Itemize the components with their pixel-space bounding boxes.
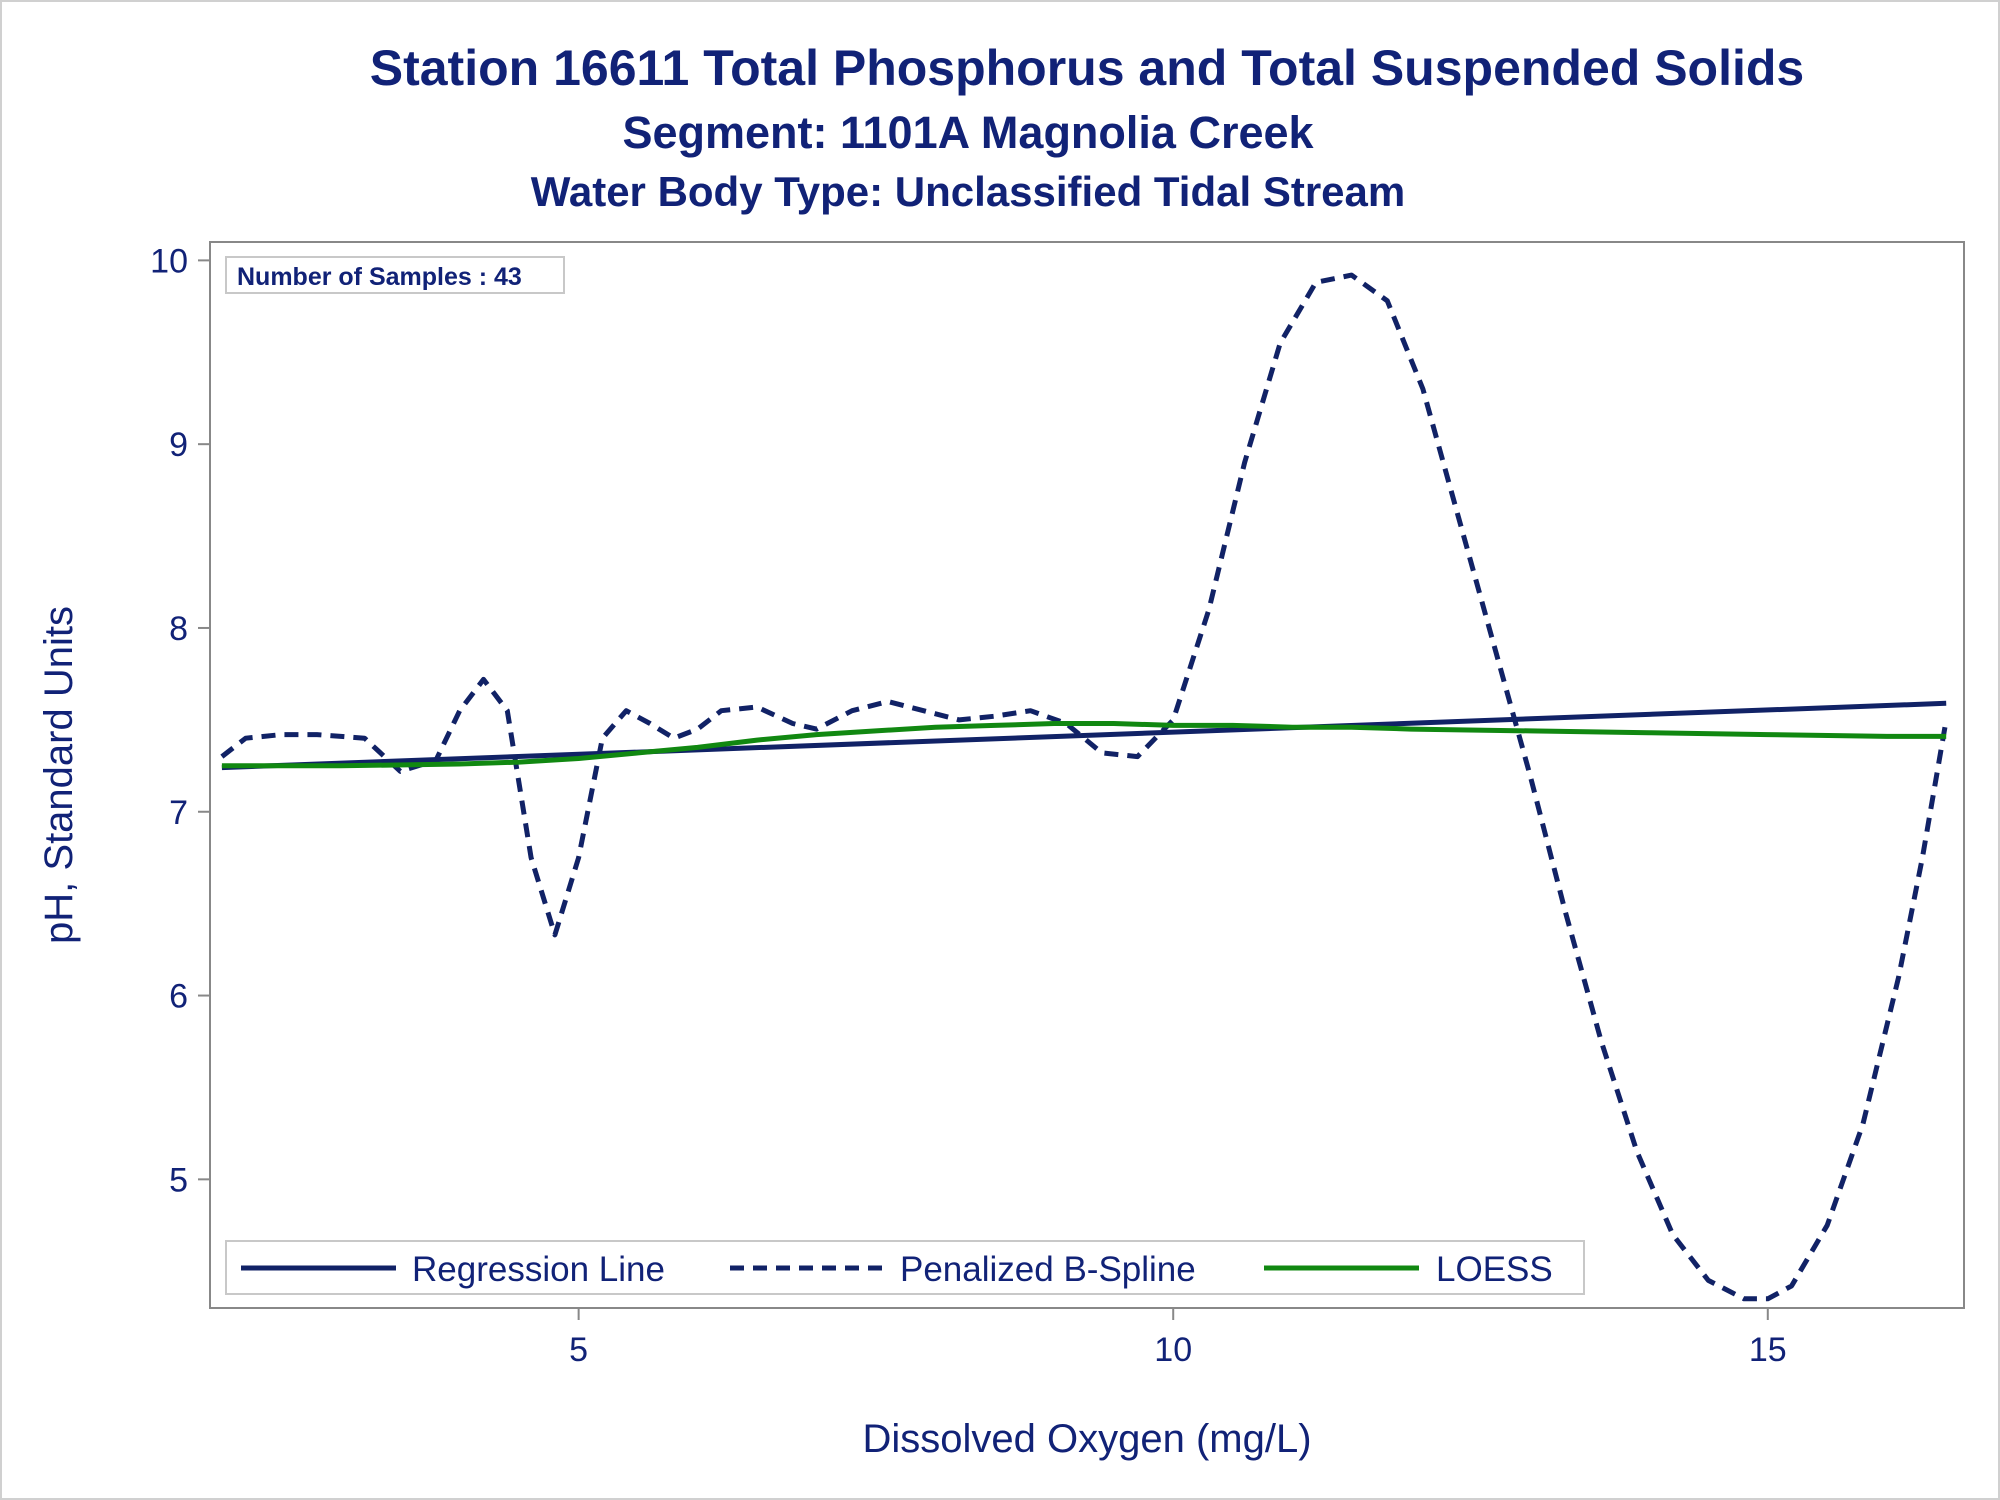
x-axis-label: Dissolved Oxygen (mg/L)	[862, 1417, 1311, 1461]
legend-label-spline: Penalized B-Spline	[900, 1250, 1196, 1289]
y-tick-label: 9	[169, 426, 188, 464]
plot-area-border	[209, 241, 1965, 1309]
y-tick-label: 6	[169, 978, 188, 1016]
y-tick-label: 5	[169, 1161, 188, 1199]
y-tick-label: 7	[169, 794, 188, 832]
y-tick-label: 8	[169, 610, 188, 648]
series-layer	[220, 272, 1949, 1302]
loess-line	[221, 721, 1947, 769]
legend: Regression Line Penalized B-Spline LOESS	[225, 1240, 1585, 1295]
x-axis: 5 10 15	[569, 1308, 1787, 1369]
legend-label-regression: Regression Line	[412, 1250, 665, 1289]
sample-count-box	[225, 256, 565, 294]
legend-label-loess: LOESS	[1436, 1250, 1553, 1289]
regression-line	[221, 700, 1947, 771]
penalized-b-spline-line	[220, 272, 1949, 1302]
y-axis: 5 6 7 8 9 10	[150, 242, 210, 1199]
legend-box	[225, 1240, 1585, 1295]
y-axis-label: pH, Standard Units	[37, 606, 81, 944]
chart-title: Station 16611 Total Phosphorus and Total…	[370, 40, 1804, 96]
sample-count-label: Number of Samples : 43	[237, 263, 522, 291]
chart-subtitle-water-body: Water Body Type: Unclassified Tidal Stre…	[531, 168, 1405, 215]
y-tick-label: 10	[150, 242, 188, 280]
chart-subtitle-segment: Segment: 1101A Magnolia Creek	[622, 107, 1314, 158]
x-tick-label: 5	[569, 1331, 588, 1369]
sample-count-inset: Number of Samples : 43	[225, 256, 565, 294]
x-tick-label: 15	[1749, 1331, 1787, 1369]
x-tick-label: 10	[1154, 1331, 1192, 1369]
